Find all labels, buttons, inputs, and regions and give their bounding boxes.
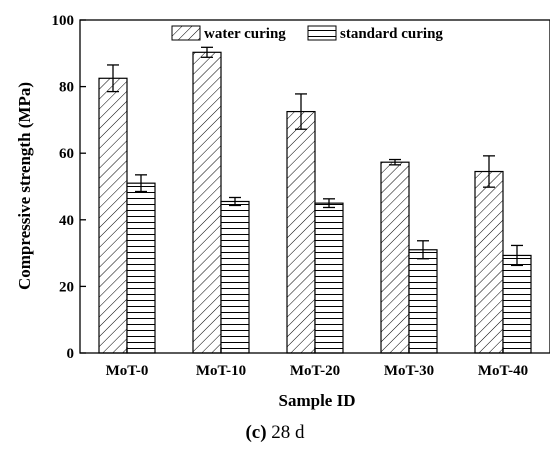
x-tick-label: MoT-20 xyxy=(290,363,340,379)
caption-letter: (c) xyxy=(245,422,266,443)
x-tick-label: MoT-40 xyxy=(478,363,528,379)
y-tick-label: 20 xyxy=(59,279,74,295)
bar-standard-curing-MoT-0 xyxy=(127,183,155,353)
bar-standard-curing-MoT-40 xyxy=(503,255,531,353)
x-tick-label: MoT-10 xyxy=(196,363,246,379)
plot-area xyxy=(99,47,531,353)
bar-water-curing-MoT-10 xyxy=(193,52,221,353)
legend-swatch xyxy=(172,26,200,40)
bar-water-curing-MoT-40 xyxy=(475,172,503,353)
legend-label: water curing xyxy=(204,26,286,42)
bar-water-curing-MoT-0 xyxy=(99,78,127,353)
y-tick-label: 100 xyxy=(52,13,75,29)
legend-item-water-curing: water curing xyxy=(172,26,286,42)
legend-swatch xyxy=(308,26,336,40)
bar-water-curing-MoT-20 xyxy=(287,112,315,353)
bar-standard-curing-MoT-30 xyxy=(409,250,437,353)
x-axis-title: Sample ID xyxy=(279,391,356,410)
x-tick-label: MoT-30 xyxy=(384,363,434,379)
bar-standard-curing-MoT-20 xyxy=(315,203,343,353)
legend-item-standard-curing: standard curing xyxy=(308,26,443,42)
y-tick-label: 60 xyxy=(59,146,74,162)
y-tick-label: 0 xyxy=(67,346,75,362)
figure-caption: (c) 28 d xyxy=(0,422,550,444)
bar-standard-curing-MoT-10 xyxy=(221,201,249,353)
caption-text: 28 d xyxy=(267,422,305,443)
y-tick-label: 40 xyxy=(59,213,74,229)
y-tick-label: 80 xyxy=(59,80,74,96)
y-axis-title: Compressive strength (MPa) xyxy=(15,82,34,290)
x-tick-label: MoT-0 xyxy=(106,363,149,379)
legend: water curing standard curing xyxy=(172,26,443,42)
bar-water-curing-MoT-30 xyxy=(381,162,409,353)
legend-label: standard curing xyxy=(340,26,443,42)
